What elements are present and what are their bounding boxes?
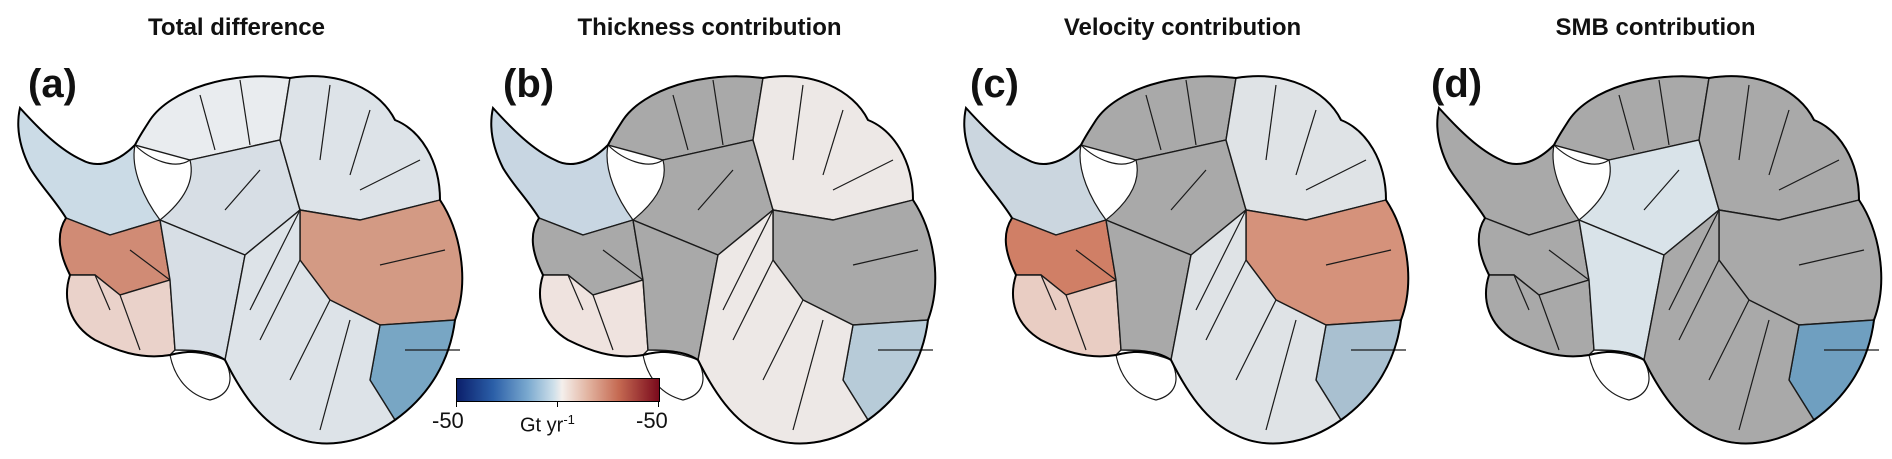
drainage-basin — [1698, 75, 1860, 221]
panel-velocity-contribution: Velocity contribution (c) — [946, 0, 1419, 459]
panel-letter: (a) — [28, 62, 77, 106]
basin-boundary — [722, 209, 774, 311]
basin-boundary — [349, 109, 371, 176]
basin-boundary — [822, 109, 844, 176]
basin-boundary — [592, 294, 614, 351]
basin-boundary — [672, 94, 689, 151]
basin-boundary — [732, 259, 774, 341]
coastline — [1436, 75, 1883, 445]
colorbar-unit-label: Gt yr-1 — [520, 412, 575, 437]
basin-boundary — [1678, 259, 1720, 341]
basin-boundary — [1778, 159, 1840, 191]
basin-boundary — [1195, 209, 1247, 311]
basin-boundary — [1040, 274, 1057, 311]
ice-shelf — [1552, 143, 1611, 221]
basin-boundary — [319, 319, 351, 431]
basin-boundary — [1548, 249, 1590, 281]
ice-shelf — [133, 143, 192, 221]
basin-boundary — [119, 294, 141, 351]
basin-boundary — [792, 319, 824, 431]
drainage-basin — [279, 75, 441, 221]
basin-boundary — [259, 259, 301, 341]
basin-boundary — [199, 94, 216, 151]
drainage-basin — [1225, 75, 1387, 221]
panel-title: Total difference — [148, 14, 325, 41]
panel-thickness-contribution: Thickness contribution (b) — [473, 0, 946, 459]
ice-shelf — [1079, 143, 1138, 221]
basin-boundary — [1538, 294, 1560, 351]
basin-boundary — [1185, 79, 1197, 146]
basin-boundary — [224, 169, 261, 211]
basin-boundary — [1295, 109, 1317, 176]
basin-boundary — [1618, 94, 1635, 151]
antarctica-map — [490, 75, 937, 445]
basin-boundary — [249, 209, 301, 311]
basin-boundary — [602, 249, 644, 281]
basin-boundary — [762, 299, 804, 381]
basin-boundary — [1065, 294, 1087, 351]
basin-boundary — [567, 274, 584, 311]
colorbar: -50 Gt yr-1 -50 — [430, 378, 690, 448]
basin-boundary — [1738, 84, 1750, 161]
basin-boundary — [1265, 319, 1297, 431]
basin-boundary — [1658, 79, 1670, 146]
ice-shelf — [1588, 351, 1650, 401]
basin-boundary — [1265, 84, 1277, 161]
coastline — [490, 75, 937, 445]
basin-boundary — [1768, 109, 1790, 176]
basin-boundary — [1668, 209, 1720, 311]
basin-boundary — [129, 249, 171, 281]
colorbar-tick — [658, 402, 659, 407]
basin-boundary — [697, 169, 734, 211]
basin-boundary — [1325, 249, 1392, 266]
drainage-basin — [752, 75, 914, 221]
basin-boundary — [359, 159, 421, 191]
basin-boundary — [1235, 299, 1277, 381]
panel-letter: (b) — [503, 62, 555, 106]
basin-boundary — [1738, 319, 1770, 431]
basin-boundary — [94, 274, 111, 311]
basin-boundary — [1205, 259, 1247, 341]
antarctica-map — [963, 75, 1410, 445]
colorbar-max-label: -50 — [636, 408, 668, 433]
basin-boundary — [1075, 249, 1117, 281]
basin-boundary — [792, 84, 804, 161]
coastline — [963, 75, 1410, 445]
basin-boundary — [1708, 299, 1750, 381]
basin-boundary — [832, 159, 894, 191]
antarctica-map — [1436, 75, 1883, 445]
basin-boundary — [239, 79, 251, 146]
coastline — [17, 75, 464, 445]
basin-boundary — [1145, 94, 1162, 151]
basin-boundary — [1798, 249, 1865, 266]
basin-boundary — [1643, 169, 1680, 211]
panel-total-difference: Total difference (a) — [0, 0, 473, 459]
basin-boundary — [1305, 159, 1367, 191]
basin-boundary — [379, 249, 446, 266]
basin-boundary — [712, 79, 724, 146]
basin-boundary — [289, 299, 331, 381]
colorbar-tick — [557, 402, 558, 407]
panel-smb-contribution: SMB contribution (d) — [1419, 0, 1892, 459]
colorbar-min-label: -50 — [432, 408, 464, 433]
antarctica-map — [17, 75, 464, 445]
panel-letter: (c) — [970, 62, 1019, 106]
basin-boundary — [852, 249, 919, 266]
ice-shelf — [606, 143, 665, 221]
panel-letter: (d) — [1431, 62, 1483, 106]
basin-boundary — [319, 84, 331, 161]
colorbar-tick — [456, 402, 457, 407]
ice-shelf — [1115, 351, 1177, 401]
panel-title: SMB contribution — [1555, 14, 1756, 41]
panel-title: Velocity contribution — [1063, 14, 1302, 41]
basin-boundary — [1170, 169, 1207, 211]
panel-title: Thickness contribution — [577, 14, 842, 41]
ice-shelf — [169, 351, 231, 401]
basin-boundary — [1513, 274, 1530, 311]
colorbar-gradient — [456, 378, 660, 402]
